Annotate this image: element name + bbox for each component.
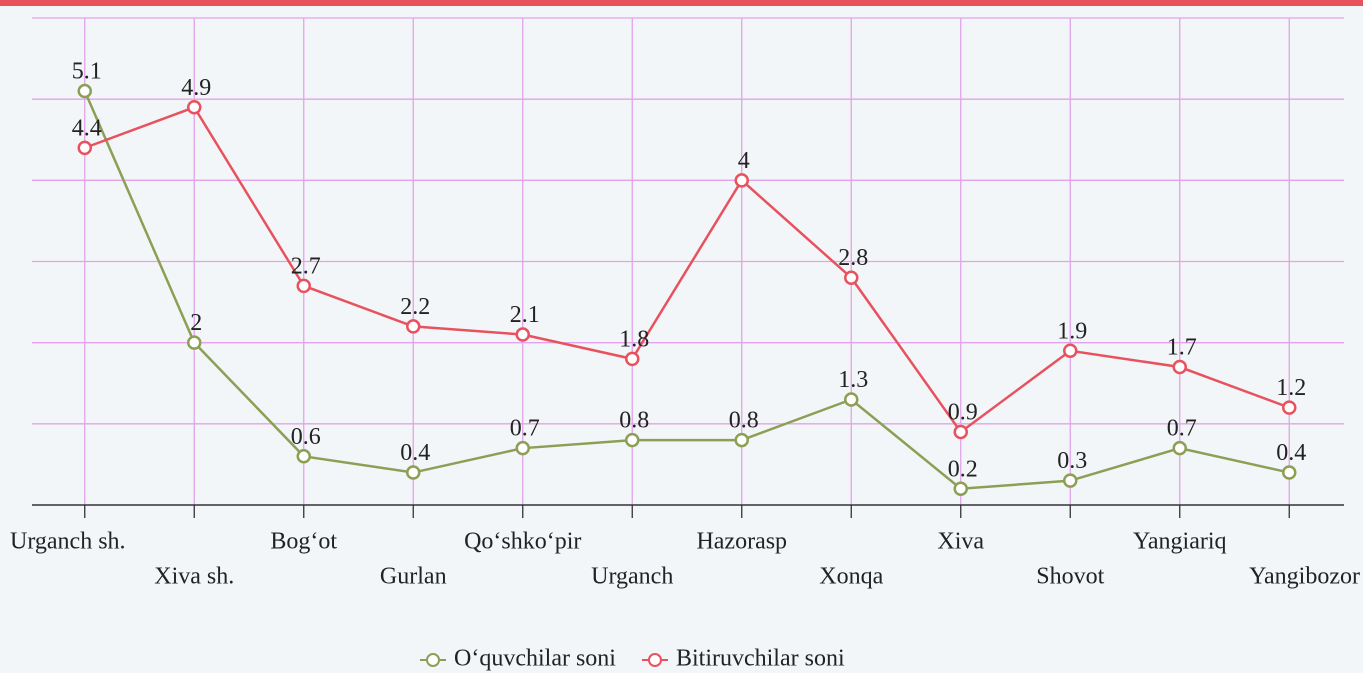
- data-label: 2.2: [400, 294, 430, 320]
- data-point: [844, 392, 859, 407]
- data-label: 0.3: [1057, 448, 1087, 474]
- x-tick-label: Gurlan: [380, 564, 447, 590]
- data-label: 0.4: [1276, 440, 1306, 466]
- data-point: [1282, 465, 1297, 480]
- data-label: 1.3: [838, 367, 868, 393]
- data-point: [1172, 440, 1187, 456]
- data-point: [844, 270, 859, 285]
- data-point: [1172, 359, 1187, 375]
- data-point: [515, 440, 530, 456]
- data-point: [625, 351, 640, 367]
- x-tick-label: Qo‘shko‘pir: [464, 529, 581, 555]
- legend-label: O‘quvchilar soni: [454, 646, 616, 672]
- data-label: 1.8: [619, 326, 649, 352]
- x-tick-label: Bog‘ot: [270, 529, 337, 555]
- data-point: [77, 83, 92, 99]
- series-line: [83, 90, 1290, 491]
- data-label: 0.8: [619, 408, 649, 434]
- x-tick-label: Xiva sh.: [154, 564, 234, 590]
- x-tick-label: Urganch: [591, 564, 673, 590]
- data-label: 2.8: [838, 245, 868, 271]
- data-label: 2.1: [510, 302, 540, 328]
- data-point: [1063, 473, 1078, 488]
- legend-marker: [647, 653, 662, 667]
- data-point: [734, 432, 749, 448]
- data-label: 0.6: [291, 424, 321, 450]
- x-tick-label: Yangiariq: [1133, 529, 1227, 555]
- data-label: 1.7: [1167, 335, 1197, 361]
- data-label: 1.9: [1057, 318, 1087, 344]
- data-label: 5.1: [72, 59, 102, 85]
- top-bar: [0, 0, 1363, 6]
- series-line: [84, 105, 1290, 434]
- data-point: [187, 100, 202, 115]
- data-label: 0.8: [729, 408, 759, 434]
- x-tick-label: Xiva: [937, 529, 984, 555]
- data-point: [296, 278, 311, 294]
- data-label: 4.4: [72, 115, 102, 141]
- data-point: [406, 465, 421, 480]
- x-tick-label: Yangibozor: [1249, 564, 1360, 590]
- data-label: 1.2: [1276, 375, 1306, 401]
- x-tick-label: Hazorasp: [696, 529, 787, 555]
- data-label: 4: [738, 148, 750, 174]
- data-point: [406, 319, 421, 334]
- data-point: [296, 449, 311, 464]
- x-tick-label: Shovot: [1036, 564, 1104, 590]
- data-point: [625, 432, 640, 448]
- legend-marker: [426, 653, 440, 667]
- data-point: [77, 140, 92, 156]
- data-label: 2.7: [291, 253, 321, 279]
- data-point: [1282, 400, 1297, 415]
- data-label: 0.7: [1167, 416, 1197, 442]
- data-point: [953, 424, 968, 440]
- data-label: 4.9: [181, 75, 211, 101]
- data-label: 2: [190, 310, 202, 336]
- x-tick-label: Xonqa: [819, 564, 883, 590]
- x-tick-label: Urganch sh.: [10, 529, 126, 555]
- data-point: [734, 173, 749, 188]
- data-label: 0.2: [948, 456, 978, 482]
- legend: O‘quvchilar soni Bitiruvchilar soni: [420, 646, 845, 672]
- data-point: [515, 327, 530, 342]
- data-label: 0.9: [948, 399, 978, 425]
- legend-label: Bitiruvchilar soni: [676, 646, 845, 672]
- data-point: [1063, 343, 1078, 359]
- data-point: [953, 481, 968, 497]
- data-point: [187, 335, 202, 350]
- data-label: 0.7: [510, 416, 540, 442]
- data-label: 0.4: [400, 440, 430, 466]
